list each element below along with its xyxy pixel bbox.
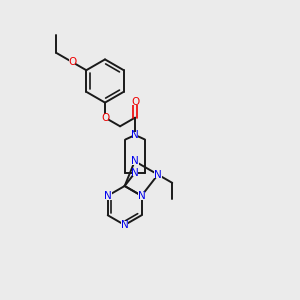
Text: O: O [131,97,139,107]
Text: N: N [138,191,146,201]
Bar [154,171,162,178]
Text: O: O [68,57,76,67]
Bar [69,59,75,65]
Text: N: N [131,130,139,140]
Text: N: N [154,169,162,180]
Bar [138,192,145,200]
Bar [132,169,138,176]
Text: N: N [131,156,139,166]
Bar [102,114,108,121]
Text: O: O [101,112,109,123]
Text: N: N [104,191,112,201]
Bar [131,158,139,165]
Bar [104,192,112,200]
Bar [132,99,138,105]
Bar [121,221,128,229]
Text: N: N [121,220,128,230]
Bar [132,132,138,138]
Text: N: N [131,167,139,178]
